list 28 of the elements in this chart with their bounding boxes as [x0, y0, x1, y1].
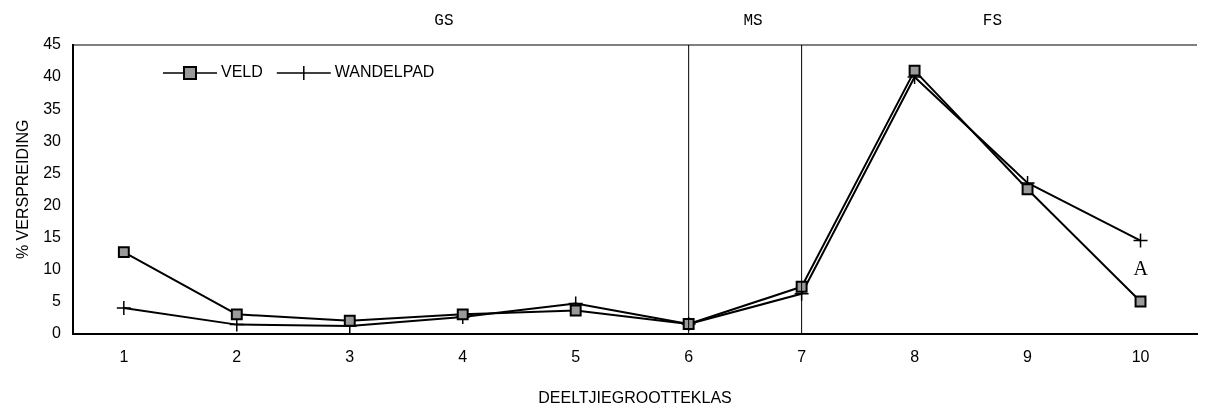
x-tick-label: 7: [797, 347, 807, 365]
y-tick-label: 35: [43, 99, 62, 117]
x-tick-label: 10: [1131, 347, 1150, 365]
y-tick-label: 25: [43, 163, 62, 181]
x-tick-label: 8: [910, 347, 920, 365]
x-tick-label: 5: [571, 347, 581, 365]
y-tick-label: 15: [43, 227, 62, 245]
y-tick-label: 10: [43, 259, 62, 277]
x-tick-label: 6: [684, 347, 694, 365]
x-tick-label: 9: [1023, 347, 1033, 365]
y-tick-label: 0: [52, 324, 62, 342]
x-tick-label: 3: [345, 347, 355, 365]
annotation: A: [1133, 257, 1149, 280]
legend-label: WANDELPAD: [334, 63, 435, 81]
y-tick-label: 5: [52, 291, 62, 309]
x-tick-label: 4: [458, 347, 468, 365]
y-tick-label: 45: [43, 35, 62, 53]
text: MS: [743, 12, 763, 31]
text: FS: [982, 12, 1003, 31]
x-axis-title: DEELTJIEGROOTTEKLAS: [538, 388, 732, 406]
text: GS: [434, 12, 454, 31]
y-tick-label: 30: [43, 131, 62, 149]
x-tick-label: 1: [119, 347, 129, 365]
legend-label: VELD: [221, 63, 263, 81]
y-tick-label: 40: [43, 67, 62, 85]
y-tick-label: 20: [43, 195, 62, 213]
y-axis-title: % VERSPREIDING: [14, 119, 32, 260]
x-tick-label: 2: [232, 347, 242, 365]
